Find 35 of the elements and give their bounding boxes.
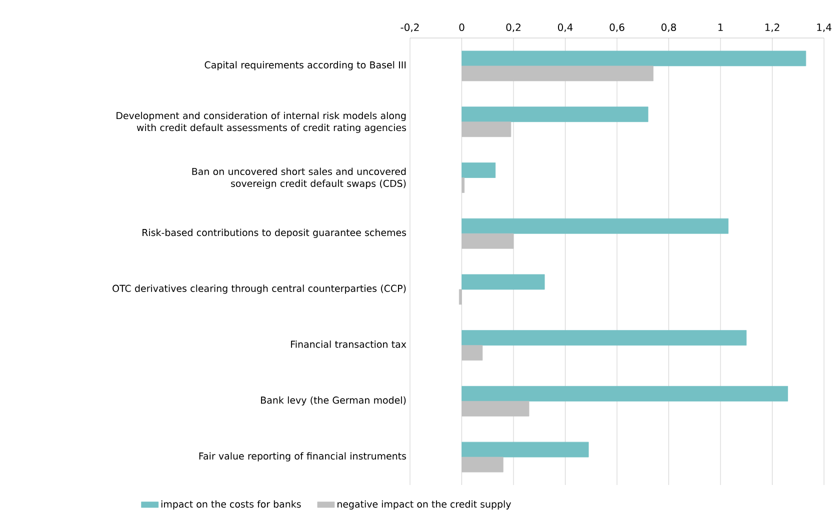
y-tick-label: Financial transaction tax [291,340,406,348]
y-tick-label: OTC derivatives clearing through central counterparties (CCP) [112,284,406,294]
bar [462,50,806,66]
y-tick-label: Ban on uncovered short sales and uncovered sovereign credit default swaps (CDS) [192,168,406,189]
bar [462,122,512,138]
bar [462,177,465,193]
bar [462,456,504,472]
bar [462,274,545,290]
y-tick-label: Fair value reporting of financial instruments [199,452,406,462]
y-tick-label: Bank levy (the German model) [261,396,406,406]
y-tick-label: Risk-based contributions to deposit guarantee schemes [142,228,406,238]
bar [458,289,462,305]
bar [462,400,530,416]
x-tick-label: 1 [718,24,723,31]
bar [462,66,654,82]
bar [462,233,514,249]
x-tick-label: 1,2 [765,23,780,32]
bar [462,386,788,402]
x-tick-label: 0 [459,23,464,32]
bar [462,442,589,458]
y-tick-label: Capital requirements according to Basel III [204,61,406,70]
x-tick-label: 0,4 [558,23,573,32]
legend-label: impact on the costs for banks [161,500,301,510]
x-tick-label: -0,2 [400,23,419,32]
bar [462,106,648,122]
bar [462,218,728,234]
x-tick-label: 0,8 [661,23,676,32]
bar [462,162,496,178]
y-tick-label: Development and consideration of internal risk models along with credit default assessments of credit rating agencies [116,112,406,133]
bar [462,345,483,361]
bar [462,330,747,346]
x-tick-label: 0,6 [610,23,624,32]
x-tick-label: 1,4 [817,24,832,32]
x-tick-label: 0,2 [506,23,520,32]
legend-label: negative impact on the credit supply [338,500,511,510]
